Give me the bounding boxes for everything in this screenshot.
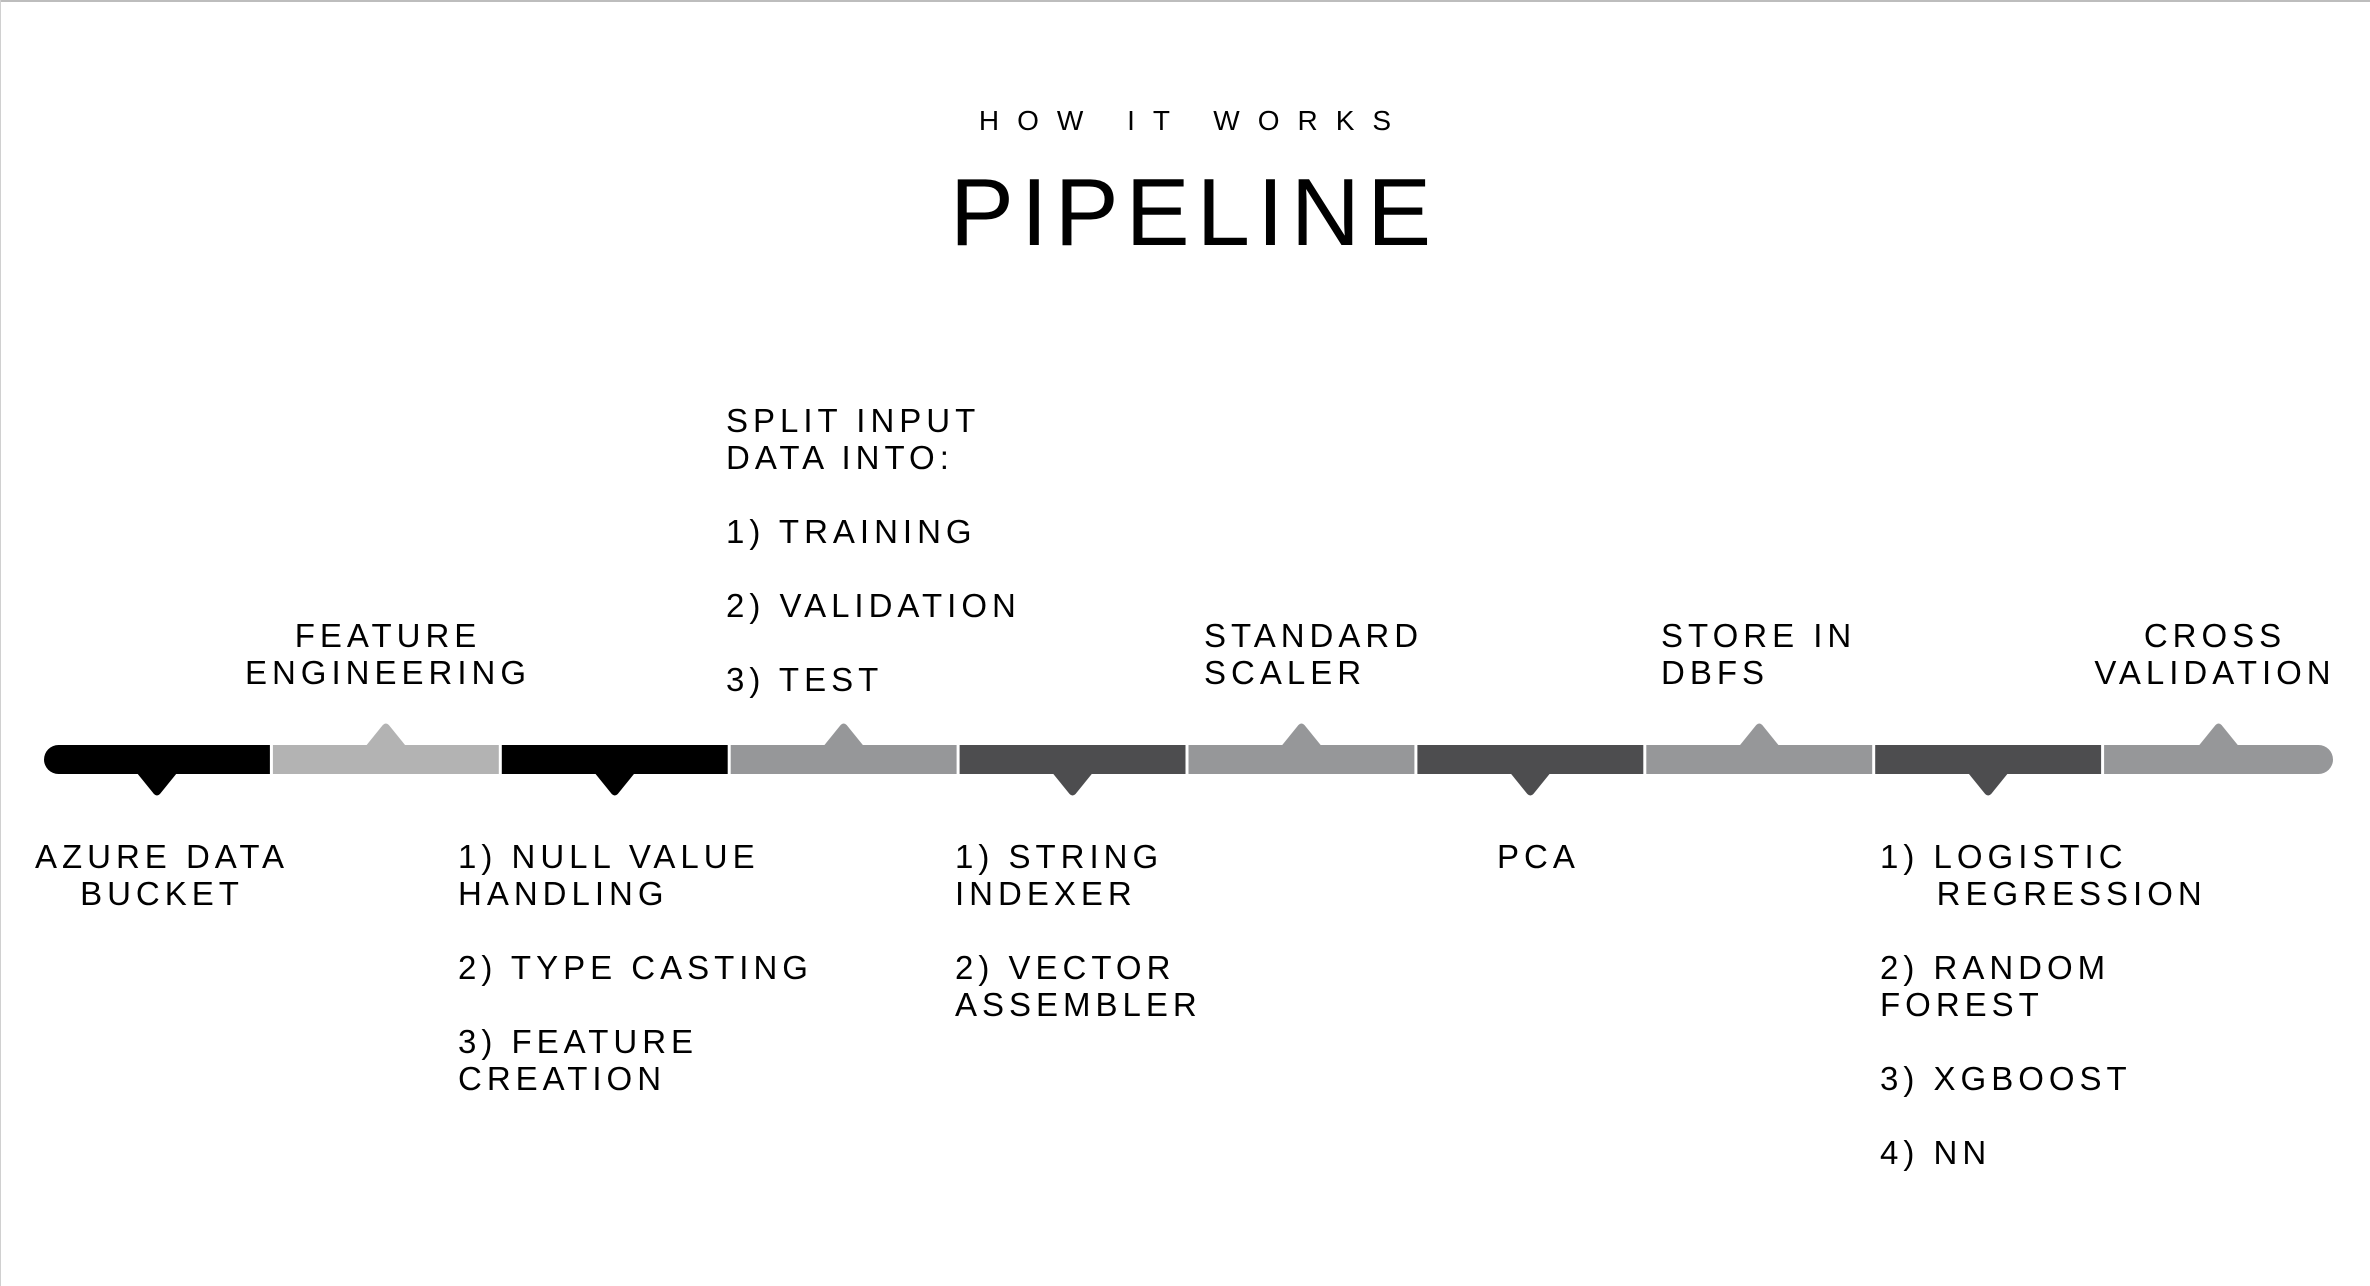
left-border <box>0 0 1 1286</box>
segment-cross-validation <box>2104 745 2333 774</box>
segment-pca <box>1417 745 1644 774</box>
segment-standard-scaler <box>1188 745 1415 774</box>
segment-split-data <box>730 745 957 774</box>
segment-null-handling <box>501 745 728 774</box>
segment-models <box>1875 745 2102 774</box>
marker-null-handling <box>594 773 635 796</box>
marker-standard-scaler <box>1281 723 1322 746</box>
top-border <box>0 0 2370 2</box>
marker-feature-engineering <box>365 723 406 746</box>
timeline-segments <box>44 723 2333 796</box>
label-pca: PCA <box>1497 838 1580 875</box>
page-title: PIPELINE <box>949 159 1439 266</box>
segment-string-indexer <box>959 745 1186 774</box>
marker-split-data <box>823 723 864 746</box>
marker-store-in-dbfs <box>1739 723 1780 746</box>
segment-feature-engineering <box>272 745 499 774</box>
label-azure-data-bucket: AZURE DATA BUCKET <box>34 838 290 912</box>
segment-store-in-dbfs <box>1646 745 1873 774</box>
label-store-in-dbfs: STORE IN DBFS <box>1661 617 1857 691</box>
segment-azure-data-bucket <box>44 745 270 774</box>
marker-models <box>1968 773 2009 796</box>
marker-azure-data-bucket <box>136 773 177 796</box>
marker-pca <box>1510 773 1551 796</box>
label-null-handling: 1) NULL VALUE HANDLING 2) TYPE CASTING 3… <box>458 838 813 1097</box>
label-cross-validation: CROSS VALIDATION <box>2094 617 2336 691</box>
marker-string-indexer <box>1052 773 1093 796</box>
label-feature-engineering: FEATURE ENGINEERING <box>244 617 532 691</box>
marker-cross-validation <box>2198 723 2239 746</box>
label-models: 1) LOGISTIC REGRESSION 2) RANDOM FOREST … <box>1880 838 2207 1171</box>
label-string-indexer: 1) STRING INDEXER 2) VECTOR ASSEMBLER <box>955 838 1202 1023</box>
section-kicker: HOW IT WORKS <box>978 105 1410 136</box>
label-standard-scaler: STANDARD SCALER <box>1204 617 1424 691</box>
label-split-data: SPLIT INPUT DATA INTO: 1) TRAINING 2) VA… <box>726 402 1021 698</box>
